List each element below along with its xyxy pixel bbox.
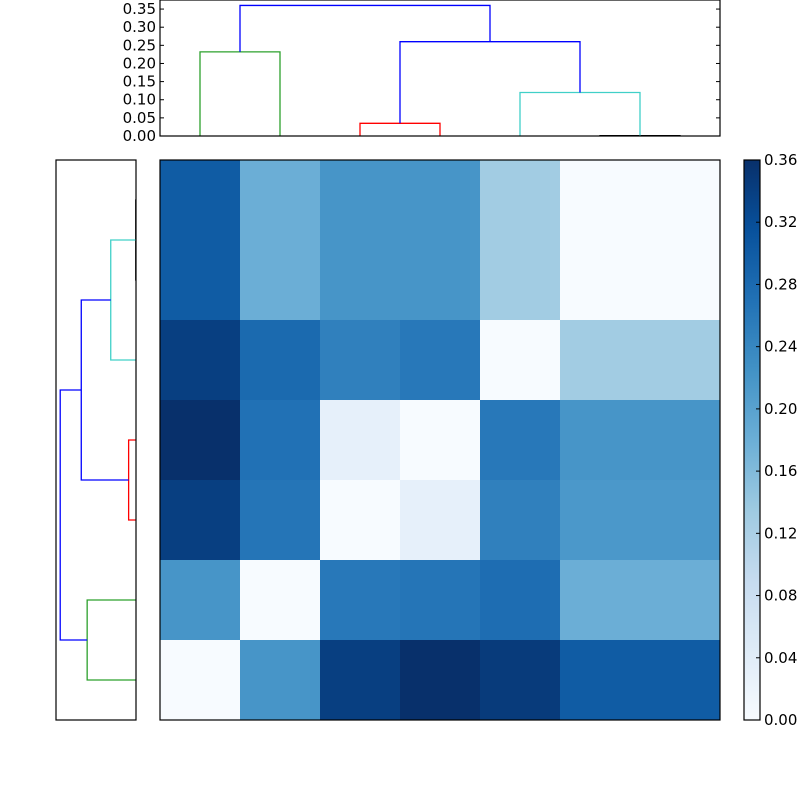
heatmap-cell [160,240,241,321]
top-dendrogram: 0.000.050.100.150.200.250.300.35 [123,0,721,145]
dendrogram-link [399,41,581,124]
heatmap-cell [160,640,241,721]
y-tick-label: 0.30 [123,18,156,36]
heatmap-cell [160,560,241,641]
heatmap-cell [640,320,721,401]
heatmap-cell [640,400,721,481]
heatmap-cell [640,240,721,321]
heatmap-cell [640,480,721,561]
y-tick-label: 0.10 [123,91,156,109]
y-tick-label: 0.05 [123,109,156,127]
heatmap-frame [159,159,721,721]
dendrogram-link [86,599,136,681]
heatmap-cell [480,400,561,481]
left-dendrogram-frame [55,159,137,721]
colorbar-tick-label: 0.24 [764,338,797,356]
left-dendrogram [55,159,137,721]
heatmap-cell [160,320,241,401]
heatmap-cell [240,160,321,241]
heatmap-cell [160,160,241,241]
heatmap-cell [240,480,321,561]
heatmap-cell [240,320,321,401]
dendrogram-link [80,299,129,481]
colorbar-gradient [743,159,761,721]
colorbar: 0.00 0.04 0.08 0.12 0.16 0.20 0.24 0.28 0.32 0.36 [743,151,797,729]
heatmap-cell [560,240,641,321]
colorbar-tick-label: 0.28 [764,275,797,293]
heatmap-cell [560,560,641,641]
heatmap-cell [400,560,481,641]
y-tick-label: 0.35 [123,0,156,18]
dendrogram-link [359,122,441,136]
heatmap-cell [480,160,561,241]
heatmap-cell [400,320,481,401]
heatmap-cell [400,240,481,321]
y-tick-label: 0.00 [123,127,156,145]
dendrogram-link [199,51,281,136]
heatmap-cell [560,160,641,241]
heatmap-cell [160,400,241,481]
heatmap-cell [400,640,481,721]
heatmap-cell [240,240,321,321]
heatmap-cell [480,240,561,321]
heatmap-cell [240,560,321,641]
colorbar-tick-label: 0.08 [764,587,797,605]
heatmap-cell [480,320,561,401]
heatmap-cell [240,640,321,721]
y-tick-label: 0.25 [123,36,156,54]
colorbar-tick-label: 0.12 [764,524,797,542]
y-tick-label: 0.20 [123,54,156,72]
colorbar-tick-label: 0.36 [764,151,797,169]
dendrogram-link [127,439,136,521]
heatmap-cell [320,560,401,641]
heatmap-cell [240,400,321,481]
top-dendrogram-frame [159,0,721,137]
heatmap-cell [480,560,561,641]
heatmap-cell [320,320,401,401]
dendrogram-link [239,4,491,52]
heatmap-cell [640,560,721,641]
heatmap-cell [560,320,641,401]
colorbar-tick-label: 0.32 [764,213,797,231]
heatmap-cell [160,480,241,561]
heatmap [159,159,721,721]
heatmap-cell [640,640,721,721]
heatmap-cell [480,480,561,561]
heatmap-cell [480,640,561,721]
heatmap-cell [400,400,481,481]
dendrogram-link [519,91,641,136]
dendrogram-link [110,239,136,361]
heatmap-cell [320,240,401,321]
colorbar-tick-label: 0.00 [764,711,797,729]
heatmap-cell [560,400,641,481]
heatmap-cell [560,480,641,561]
heatmap-cell [640,160,721,241]
heatmap-cell [400,480,481,561]
colorbar-tick-label: 0.16 [764,462,797,480]
heatmap-cell [560,640,641,721]
heatmap-cell [400,160,481,241]
heatmap-cell [320,640,401,721]
colorbar-tick-label: 0.20 [764,400,797,418]
y-tick-label: 0.15 [123,73,156,91]
heatmap-cell [320,400,401,481]
heatmap-cell [320,160,401,241]
colorbar-tick-label: 0.04 [764,649,797,667]
dendrogram-link [59,389,88,641]
heatmap-cell [320,480,401,561]
